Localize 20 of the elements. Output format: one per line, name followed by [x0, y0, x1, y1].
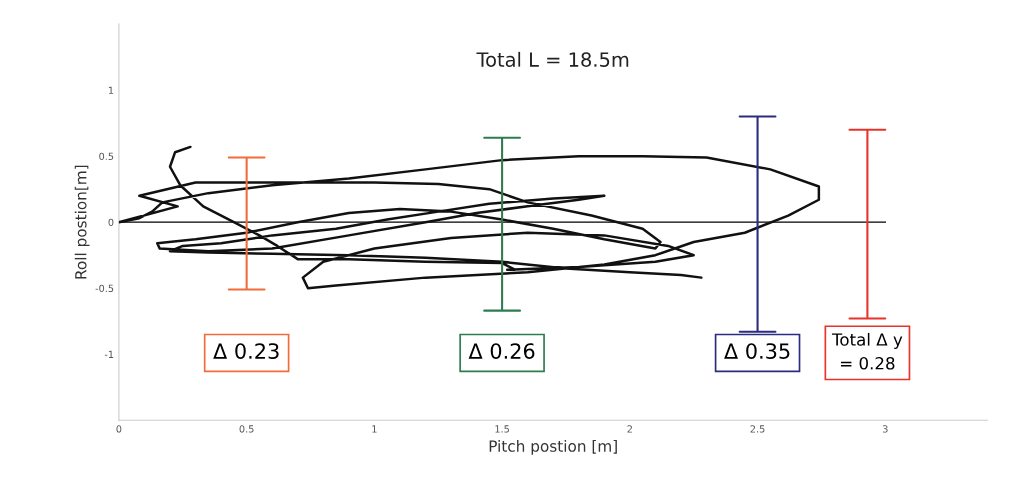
- y-tick-label: 0: [108, 218, 114, 227]
- x-tick-label: 1: [372, 425, 377, 433]
- annotation: Δ 0.23: [213, 343, 279, 359]
- x-tick-label: 0.5: [239, 425, 254, 433]
- line-series: [118, 145, 821, 290]
- text: Total L = 18.5m: [476, 51, 629, 67]
- x-tick-label: 1.5: [495, 425, 509, 433]
- x-tick-label: 3: [882, 425, 888, 433]
- x-tick-label: 2: [627, 425, 632, 433]
- x-tick-label: 0: [116, 425, 122, 433]
- y-tick-label: -1: [104, 350, 114, 358]
- annotation: Total Δ y = 0.28: [831, 332, 903, 370]
- annotation: Δ 0.35: [724, 343, 790, 359]
- y-axis-title: Roll postion[m]: [74, 165, 90, 279]
- x-axis-title: Pitch postion [m]: [489, 440, 617, 455]
- annotation: Δ 0.26: [468, 343, 535, 359]
- y-tick-label: 0.5: [99, 152, 114, 160]
- y-tick-label: -0.5: [95, 284, 114, 293]
- x-tick-label: 2.5: [750, 425, 765, 433]
- y-tick-label: 1: [108, 86, 114, 94]
